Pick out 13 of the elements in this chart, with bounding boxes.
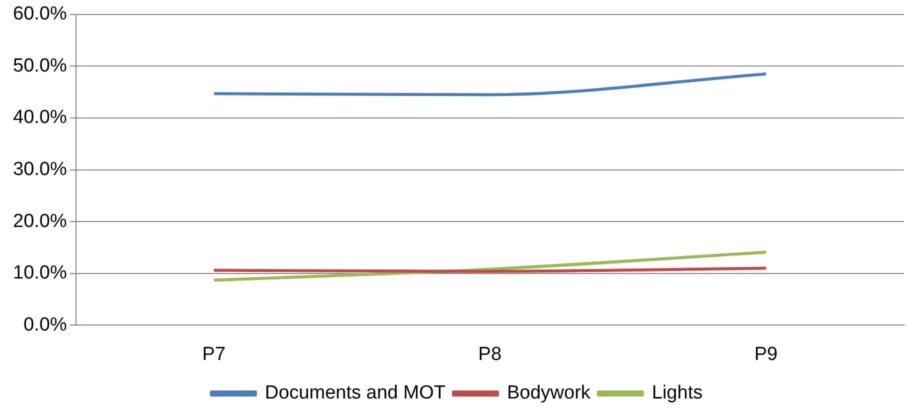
y-tick-label: 10.0%: [13, 262, 67, 284]
y-tick-label: 30.0%: [13, 159, 67, 180]
legend-label: Bodywork: [506, 382, 591, 404]
x-tick-label: P7: [202, 344, 226, 365]
x-tick-label: P9: [754, 344, 778, 365]
y-tick-label: 40.0%: [13, 107, 67, 128]
y-tick-label: 20.0%: [13, 210, 67, 232]
x-tick-label: P8: [478, 344, 502, 365]
y-tick-label: 0.0%: [24, 314, 67, 336]
legend-label: Documents and MOT: [264, 382, 446, 404]
y-tick-label: 50.0%: [13, 55, 67, 76]
y-tick-label: 60.0%: [13, 4, 67, 25]
legend-label: Lights: [652, 382, 703, 404]
